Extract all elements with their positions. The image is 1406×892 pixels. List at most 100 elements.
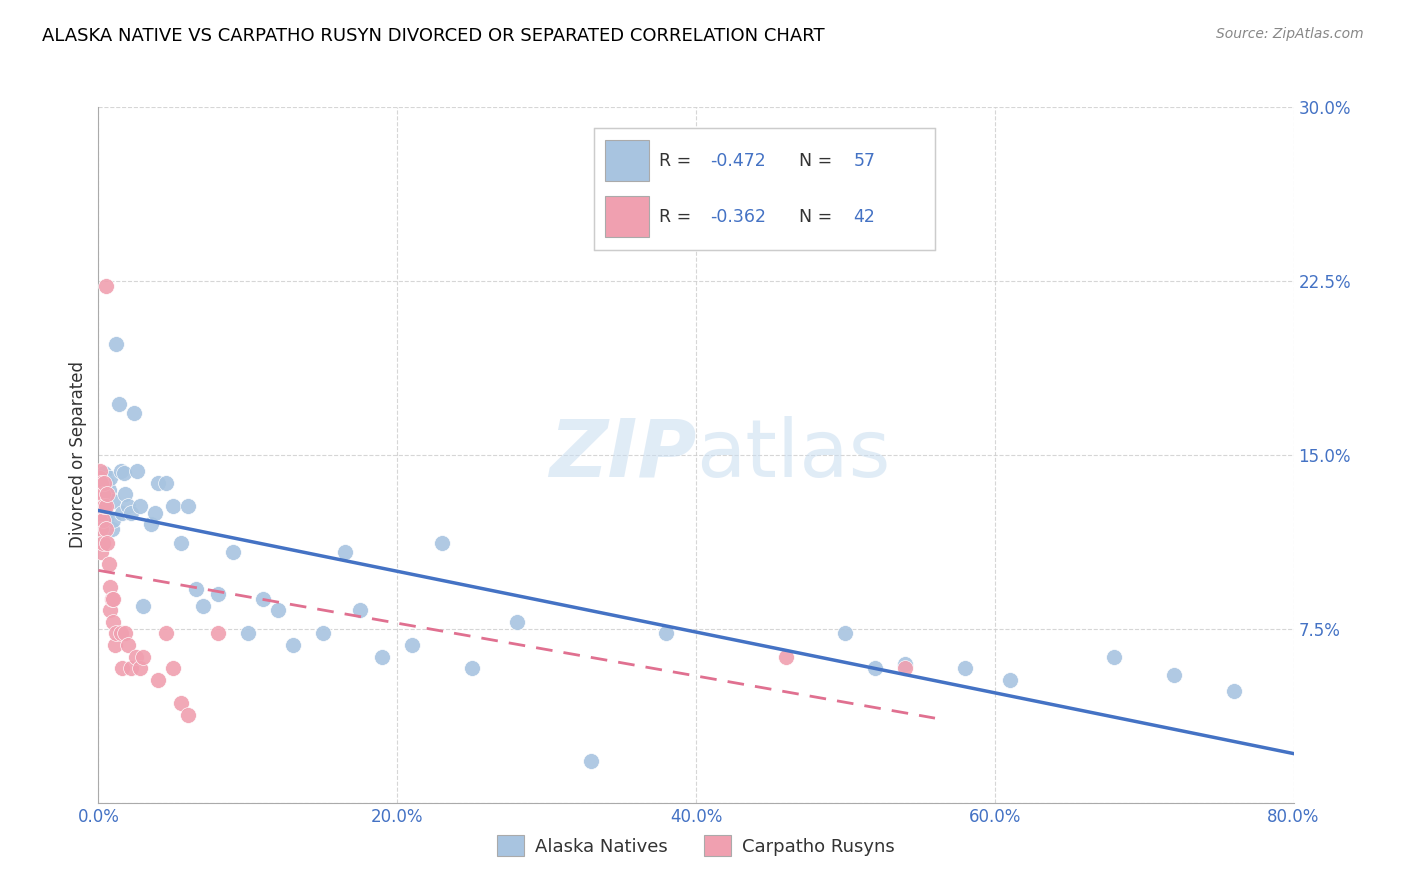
Point — [110, 626, 132, 640]
Point — [894, 661, 917, 675]
Point — [834, 626, 856, 640]
Point — [207, 626, 229, 640]
Point — [101, 522, 124, 536]
Point — [148, 673, 170, 687]
Point — [105, 626, 128, 640]
Point — [89, 464, 111, 478]
Point — [117, 499, 139, 513]
Point — [169, 696, 191, 710]
Point — [1163, 668, 1185, 682]
Point — [267, 603, 290, 617]
Point — [101, 591, 124, 606]
Point — [98, 580, 122, 594]
Point — [98, 603, 122, 617]
Point — [94, 522, 117, 536]
Point — [103, 615, 125, 629]
Point — [90, 475, 112, 490]
Point — [110, 464, 132, 478]
Point — [91, 536, 114, 550]
Point — [155, 475, 177, 490]
Point — [90, 522, 112, 536]
Point — [894, 657, 917, 671]
Point — [90, 545, 112, 559]
Point — [162, 661, 184, 675]
Point — [114, 626, 136, 640]
Point — [112, 467, 135, 481]
Point — [311, 626, 333, 640]
Point — [91, 487, 114, 501]
Point — [96, 536, 118, 550]
Point — [97, 557, 120, 571]
Point — [655, 626, 678, 640]
Point — [865, 661, 887, 675]
Point — [93, 467, 115, 481]
Point — [90, 475, 112, 490]
Point — [94, 499, 117, 513]
Y-axis label: Divorced or Separated: Divorced or Separated — [69, 361, 87, 549]
Point — [132, 649, 155, 664]
Point — [124, 406, 146, 420]
Point — [1104, 649, 1126, 664]
Point — [89, 513, 111, 527]
Point — [96, 487, 118, 501]
Point — [89, 490, 111, 504]
Point — [96, 475, 118, 490]
Point — [162, 499, 184, 513]
Point — [125, 649, 148, 664]
Point — [191, 599, 214, 613]
Point — [94, 490, 117, 504]
Point — [252, 591, 274, 606]
Point — [236, 626, 259, 640]
Text: Source: ZipAtlas.com: Source: ZipAtlas.com — [1216, 27, 1364, 41]
Point — [89, 471, 111, 485]
Point — [120, 661, 142, 675]
Point — [998, 673, 1021, 687]
Point — [105, 336, 128, 351]
Point — [93, 499, 115, 513]
Text: ZIP: ZIP — [548, 416, 696, 494]
Point — [97, 483, 120, 497]
Point — [117, 638, 139, 652]
Point — [90, 499, 112, 513]
Point — [148, 475, 170, 490]
Point — [98, 471, 122, 485]
Point — [93, 475, 115, 490]
Text: atlas: atlas — [696, 416, 890, 494]
Point — [129, 661, 152, 675]
Point — [207, 587, 229, 601]
Point — [129, 499, 152, 513]
Point — [177, 707, 200, 722]
Point — [222, 545, 245, 559]
Point — [139, 517, 162, 532]
Legend: Alaska Natives, Carpatho Rusyns: Alaska Natives, Carpatho Rusyns — [491, 828, 901, 863]
Point — [169, 536, 191, 550]
Point — [953, 661, 976, 675]
Point — [108, 397, 131, 411]
Point — [581, 754, 603, 768]
Point — [401, 638, 423, 652]
Point — [120, 506, 142, 520]
Point — [94, 513, 117, 527]
Point — [775, 649, 797, 664]
Point — [94, 278, 117, 293]
Point — [89, 483, 111, 497]
Point — [111, 661, 134, 675]
Point — [111, 506, 134, 520]
Point — [430, 536, 453, 550]
Point — [371, 649, 394, 664]
Point — [184, 582, 207, 597]
Point — [333, 545, 356, 559]
Point — [103, 513, 125, 527]
Point — [91, 499, 114, 513]
Point — [103, 591, 125, 606]
Point — [281, 638, 304, 652]
Point — [127, 464, 149, 478]
Text: ALASKA NATIVE VS CARPATHO RUSYN DIVORCED OR SEPARATED CORRELATION CHART: ALASKA NATIVE VS CARPATHO RUSYN DIVORCED… — [42, 27, 825, 45]
Point — [155, 626, 177, 640]
Point — [177, 499, 200, 513]
Point — [349, 603, 371, 617]
Point — [1223, 684, 1246, 698]
Point — [91, 513, 114, 527]
Point — [506, 615, 529, 629]
Point — [143, 506, 166, 520]
